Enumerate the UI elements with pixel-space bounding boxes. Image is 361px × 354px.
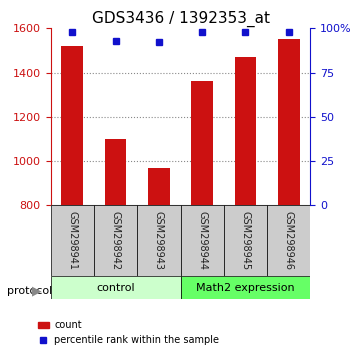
Bar (235, 57, 256, 205)
Text: GSM298944: GSM298944 (197, 211, 207, 270)
Bar (224, 205, 267, 276)
Title: GDS3436 / 1392353_at: GDS3436 / 1392353_at (91, 11, 270, 27)
Text: GSM298942: GSM298942 (110, 211, 121, 270)
Text: control: control (96, 282, 135, 293)
Legend: count, percentile rank within the sample: count, percentile rank within the sample (34, 316, 223, 349)
Bar (51, 205, 94, 276)
Text: protocol: protocol (7, 286, 52, 296)
Bar (278, 39, 300, 205)
Bar (180, 205, 224, 276)
Bar (267, 205, 310, 276)
Bar (61, 46, 83, 205)
Text: GSM298946: GSM298946 (284, 211, 294, 270)
Bar (180, 276, 310, 299)
Text: Math2 expression: Math2 expression (196, 282, 295, 293)
Bar (94, 205, 137, 276)
Bar (105, 139, 126, 205)
Bar (137, 205, 180, 276)
Text: GSM298941: GSM298941 (67, 211, 77, 270)
Text: ▶: ▶ (32, 285, 42, 297)
Bar (148, 168, 170, 205)
Text: GSM298943: GSM298943 (154, 211, 164, 270)
Text: GSM298945: GSM298945 (240, 211, 251, 270)
Bar (51, 276, 180, 299)
Bar (191, 81, 213, 205)
